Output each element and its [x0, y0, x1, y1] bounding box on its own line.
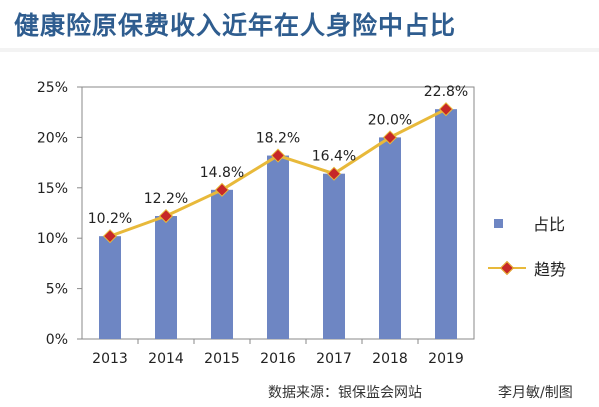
bar-2018 [379, 137, 401, 339]
x-tick-label: 2017 [316, 351, 352, 367]
y-tick-label: 5% [46, 282, 68, 298]
trend-marker-2019 [438, 102, 454, 117]
trend-marker-2018 [382, 130, 398, 145]
bar-2017 [323, 173, 345, 339]
data-label-2015: 14.8% [200, 165, 244, 181]
legend-label-bar: 占比 [533, 215, 566, 234]
x-tick-label: 2013 [92, 351, 128, 367]
bar-2016 [267, 155, 289, 339]
bar-2013 [99, 236, 121, 339]
x-tick-label: 2015 [204, 351, 240, 367]
bar-2014 [155, 216, 177, 339]
y-tick-label: 0% [46, 332, 68, 348]
y-tick-label: 15% [37, 181, 68, 197]
data-source-note: 数据来源：银保监会网站 [268, 385, 422, 401]
legend-bar-swatch [494, 218, 503, 228]
bar-2015 [211, 189, 233, 339]
data-label-2013: 10.2% [88, 211, 132, 227]
y-tick-label: 10% [37, 231, 68, 247]
title-divider [0, 48, 599, 52]
trend-marker-2014 [158, 208, 174, 224]
data-label-2018: 20.0% [368, 112, 412, 128]
y-tick-label: 20% [37, 130, 68, 146]
legend-label-line: 趋势 [534, 260, 567, 279]
chart-legend: 占比 趋势 [488, 212, 566, 302]
legend-item-bar: 占比 [488, 212, 566, 234]
data-label-2019: 22.8% [424, 84, 468, 100]
legend-item-line: 趋势 [488, 257, 566, 279]
x-tick-label: 2014 [148, 351, 184, 367]
trend-marker-2017 [326, 166, 342, 181]
y-tick-label: 25% [37, 80, 68, 96]
chart-credit: 李月敏/制图 [498, 385, 573, 401]
x-tick-label: 2019 [428, 351, 464, 367]
trend-marker-2015 [214, 182, 230, 197]
trend-marker-2016 [270, 148, 286, 163]
legend-line-swatch [488, 260, 526, 276]
x-tick-label: 2018 [372, 351, 408, 367]
data-label-2017: 16.4% [312, 149, 356, 165]
bar-2019 [435, 109, 457, 340]
trend-marker-2013 [102, 229, 118, 244]
data-label-2014: 12.2% [144, 191, 188, 207]
x-tick-label: 2016 [260, 351, 296, 367]
chart-title: 健康险原保费收入近年在人身险中占比 [14, 11, 457, 40]
data-label-2016: 18.2% [256, 131, 300, 147]
